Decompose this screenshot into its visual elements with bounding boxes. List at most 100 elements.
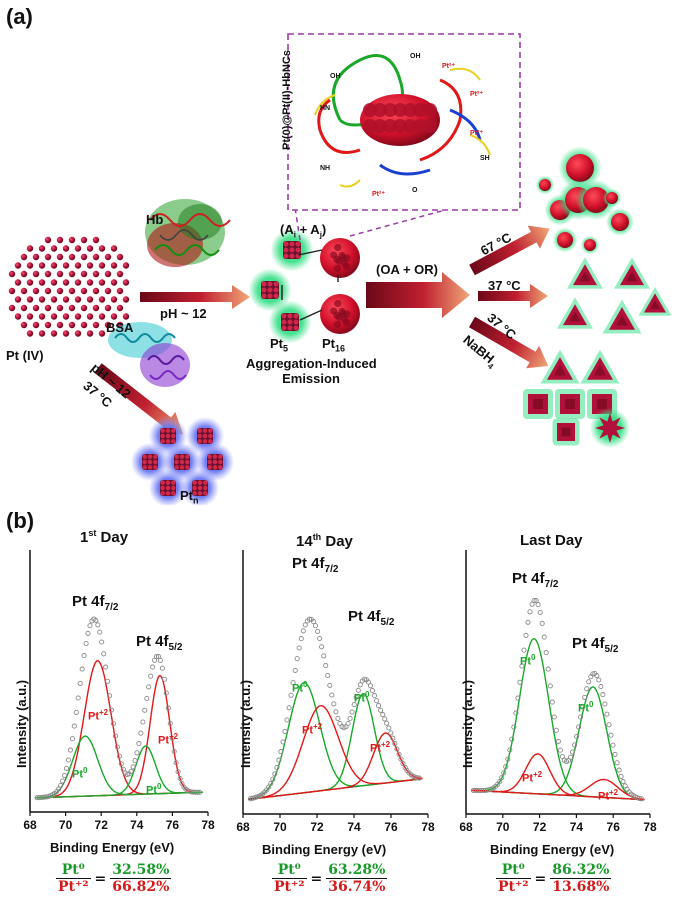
envelope-data-point bbox=[555, 738, 561, 744]
envelope-data-point bbox=[557, 747, 563, 753]
envelope-data-point bbox=[329, 692, 335, 698]
envelope-data-point bbox=[282, 728, 288, 734]
spectrum-3-title: Last Day bbox=[520, 532, 583, 549]
pt0-component-curve bbox=[471, 637, 645, 801]
envelope-data-point bbox=[268, 780, 274, 787]
inset-core-atom bbox=[383, 103, 397, 117]
envelope-data-point bbox=[517, 679, 523, 685]
arrow-67c bbox=[469, 225, 550, 276]
envelope-data-point bbox=[97, 629, 103, 635]
triangle-particle bbox=[614, 257, 650, 289]
envelope-data-point bbox=[83, 640, 89, 647]
envelope-data-point bbox=[604, 711, 610, 717]
envelope-data-point bbox=[159, 665, 165, 671]
inset-core-atom bbox=[403, 119, 417, 133]
pt-iv-dot bbox=[68, 253, 76, 261]
pt-iv-dot bbox=[20, 287, 28, 295]
pt-iv-dot bbox=[74, 262, 82, 269]
cluster-conversion-arrows bbox=[281, 249, 339, 321]
s2-pt2-label-a: Pt+2 bbox=[302, 722, 323, 737]
envelope-data-point bbox=[75, 695, 81, 701]
envelope-data-point bbox=[288, 692, 294, 698]
pt-iv-dot bbox=[62, 262, 70, 269]
mixed-shape-nanoparticles bbox=[523, 349, 630, 448]
mixed-square-particle bbox=[555, 389, 585, 419]
pt-iv-dot bbox=[50, 330, 58, 337]
envelope-data-point bbox=[154, 654, 160, 660]
s2-x-axis-label: Binding Energy (eV) bbox=[262, 842, 387, 857]
pt5-label: Pt5 bbox=[270, 336, 289, 354]
mixed-triangle-particle bbox=[580, 349, 620, 384]
xps-plot-2: 68 70 72 74 76 78 bbox=[236, 550, 435, 834]
envelope-data-point bbox=[594, 673, 600, 679]
envelope-data-point bbox=[374, 698, 380, 704]
inset-core-atom bbox=[423, 119, 437, 133]
envelope-data-point bbox=[272, 771, 278, 777]
pt-iv-dot bbox=[62, 313, 70, 320]
envelope-data-point bbox=[81, 653, 87, 659]
pt-iv-dot bbox=[68, 287, 76, 295]
envelope-data-point bbox=[150, 664, 156, 670]
envelope-data-point bbox=[614, 760, 620, 766]
pt-iv-dot bbox=[62, 279, 70, 286]
pt-iv-dot bbox=[98, 279, 106, 286]
inset-core-atom bbox=[413, 103, 427, 117]
envelope-data-point bbox=[416, 775, 422, 781]
x-tick-label: 70 bbox=[59, 818, 73, 832]
bsa-protein-icon bbox=[108, 322, 190, 387]
triangle-particle bbox=[638, 287, 672, 316]
pt-iv-dot bbox=[56, 270, 64, 278]
pt-iv-dot bbox=[14, 313, 22, 320]
envelope-data-point bbox=[335, 715, 341, 721]
pt-iv-dot bbox=[110, 262, 118, 269]
pt-iv-dot bbox=[116, 304, 124, 312]
envelope-data-point bbox=[549, 699, 555, 705]
envelope-data-point bbox=[541, 634, 547, 640]
pt0-component-curve bbox=[35, 745, 203, 799]
envelope-data-point bbox=[93, 617, 99, 623]
x-tick-label: 78 bbox=[421, 820, 435, 834]
pt-iv-dots bbox=[8, 236, 130, 337]
envelope-data-point bbox=[165, 705, 171, 711]
envelope-data-point bbox=[276, 757, 282, 763]
pt-iv-dot bbox=[116, 270, 124, 278]
envelope-data-point bbox=[278, 749, 284, 755]
envelope-data-point bbox=[572, 742, 578, 748]
envelope-data-point bbox=[110, 721, 117, 727]
inset-core-atom bbox=[393, 119, 407, 133]
xps-plot-3: 68 70 72 74 76 78 bbox=[459, 550, 657, 834]
inset-label: O bbox=[412, 187, 418, 194]
pt-iv-dot bbox=[62, 245, 70, 252]
pt16-clusters bbox=[320, 238, 360, 334]
envelope-data-point bbox=[384, 720, 390, 726]
envelope-data-point bbox=[574, 733, 580, 740]
envelope-data-point bbox=[578, 714, 584, 720]
pt-iv-dot bbox=[92, 321, 100, 329]
envelope-data-point bbox=[61, 772, 68, 778]
envelope-data-point bbox=[163, 690, 169, 696]
s1-pt0-label-a: Pt0 bbox=[72, 766, 88, 781]
panel-b-label: (b) bbox=[6, 508, 35, 533]
pt-iv-dot bbox=[74, 313, 82, 320]
s3-peak1-label: Pt 4f7/2 bbox=[512, 570, 559, 590]
pt-iv-dot bbox=[56, 321, 64, 329]
s3-pt0-label-a: Pt0 bbox=[520, 653, 536, 668]
x-tick-label: 72 bbox=[95, 818, 109, 832]
envelope-data-point bbox=[531, 597, 537, 604]
envelope-data-point bbox=[136, 741, 142, 747]
pt-iv-dot bbox=[116, 287, 124, 295]
envelope-data-point bbox=[351, 702, 357, 708]
pt-iv-dot bbox=[86, 279, 94, 286]
envelope-data-point bbox=[87, 623, 93, 629]
envelope-data-point bbox=[537, 609, 543, 615]
envelope-data-point bbox=[77, 680, 83, 686]
envelope-data-point bbox=[357, 682, 363, 688]
x-tick-label: 76 bbox=[384, 820, 398, 834]
pt-iv-dot bbox=[110, 296, 118, 303]
envelope-data-point bbox=[545, 666, 551, 672]
pt-iv-dot bbox=[26, 245, 34, 252]
s1-peak1-label: Pt 4f7/2 bbox=[72, 593, 119, 613]
x-tick-label: 74 bbox=[347, 820, 361, 834]
envelope-data-point bbox=[580, 704, 586, 710]
oa-or-label: (OA + OR) bbox=[376, 262, 438, 277]
